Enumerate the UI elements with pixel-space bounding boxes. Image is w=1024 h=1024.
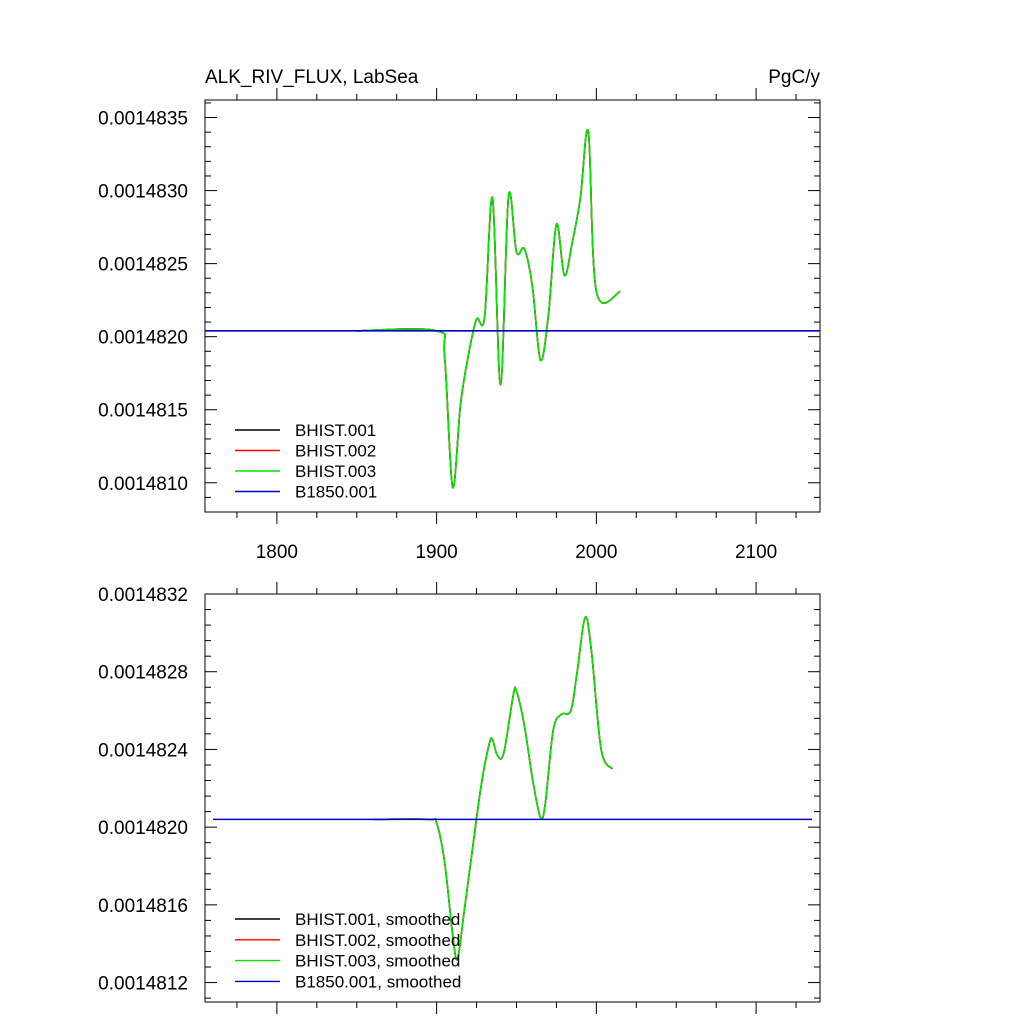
plot-frame — [204, 593, 821, 1003]
legend-label: BHIST.003, smoothed — [295, 952, 460, 971]
y-tick-label: 0.0014815 — [98, 401, 188, 422]
legend-label: B1850.001 — [295, 483, 377, 502]
y-tick-label: 0.0014835 — [98, 109, 188, 130]
y-tick-label: 0.0014810 — [98, 474, 188, 495]
y-tick-label: 0.0014830 — [98, 182, 188, 203]
y-tick-label: 0.0014824 — [98, 740, 188, 761]
legend-label: BHIST.002, smoothed — [295, 931, 460, 950]
x-tick-label: 2100 — [735, 542, 777, 563]
y-tick-label: 0.0014816 — [98, 896, 188, 917]
y-tick-label: 0.0014820 — [98, 328, 188, 349]
series-line — [356, 128, 621, 489]
x-tick-label: 1800 — [256, 542, 298, 563]
legend-label: BHIST.002 — [295, 442, 376, 461]
series-line — [372, 616, 614, 961]
chart-panel-1: 0.0014810 0.0014815 0.0014820 0.0014825 0.00… — [98, 67, 821, 563]
series-line — [356, 128, 621, 489]
legend-label: BHIST.001, smoothed — [295, 910, 460, 929]
plot-frame — [204, 99, 821, 513]
series-line — [356, 128, 621, 489]
y-tick-label: 0.0014825 — [98, 255, 188, 276]
y-tick-label: 0.0014820 — [98, 818, 188, 839]
legend-label: BHIST.001 — [295, 421, 376, 440]
x-tick-label: 1900 — [415, 542, 457, 563]
chart-title: ALK_RIV_FLUX, LabSea — [205, 67, 419, 88]
chart-panel-2: 0.0014812 0.0014816 0.0014820 0.0014824 0.00… — [98, 582, 821, 1014]
y-tick-label: 0.0014832 — [98, 585, 188, 606]
y-tick-label: 0.0014812 — [98, 974, 188, 995]
chart-units: PgC/y — [768, 67, 820, 88]
x-tick-label: 2000 — [575, 542, 617, 563]
series-line — [372, 616, 614, 961]
series-line — [372, 616, 614, 961]
legend-label: BHIST.003 — [295, 462, 376, 481]
legend-label: B1850.001, smoothed — [295, 972, 461, 991]
y-tick-label: 0.0014828 — [98, 663, 188, 684]
